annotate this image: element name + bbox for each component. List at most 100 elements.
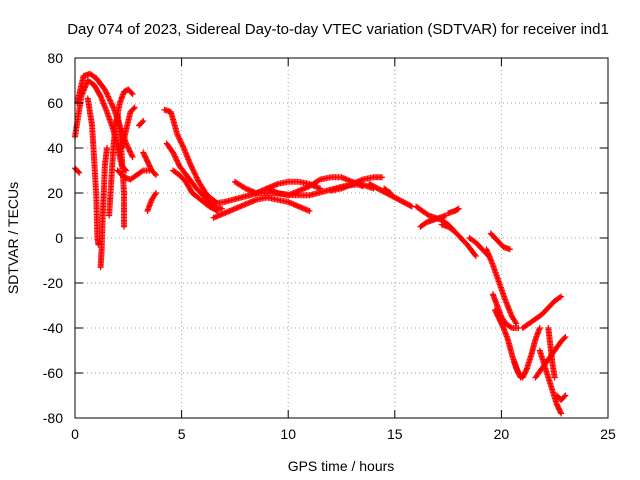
data-point [125,144,132,151]
data-point [562,334,569,340]
series-arc-14 [163,140,226,212]
x-tick-label: 25 [600,426,616,442]
data-point [359,183,366,190]
data-point [562,392,569,399]
data-point [379,174,386,181]
data-point [125,145,132,152]
data-point [130,105,137,112]
y-tick-label: -40 [43,320,63,336]
data-point [131,104,138,111]
data-point [387,190,394,196]
data-point [105,94,112,101]
series-arc-33 [519,293,565,331]
data-point [179,142,186,149]
data-point [558,410,565,417]
data-point [107,97,114,104]
series-arc-5 [97,145,110,271]
x-tick-label: 5 [178,426,186,442]
data-point [76,169,83,176]
data-point [170,149,177,156]
y-tick-label: 0 [55,230,63,246]
series-arc-32 [511,325,543,381]
y-tick-label: 20 [47,185,63,201]
data-point [103,89,110,96]
data-point [129,91,136,97]
series-arc-13 [161,106,219,205]
series-arc-20 [327,174,386,194]
data-point [170,150,177,157]
data-point [512,319,519,326]
data-point [472,253,479,259]
series-arc-35 [536,347,565,417]
data-point [177,138,184,145]
data-point [152,191,159,198]
y-tick-label: 80 [47,50,63,66]
data-point [536,325,543,331]
data-point [190,167,197,174]
series-arc-25 [445,205,462,217]
data-point [556,294,563,301]
data-point [193,174,200,181]
series-arc-11 [140,149,160,178]
data-point [109,103,116,110]
data-point [315,177,322,184]
y-tick-label: 60 [47,95,63,111]
data-point [471,251,478,258]
x-tick-label: 20 [494,426,510,442]
data-point [187,162,194,169]
series-arc-7 [112,86,136,129]
data-point [173,156,180,163]
y-tick-label: -20 [43,275,63,291]
series-arc-26 [438,221,479,259]
data-point [219,205,226,212]
series-arc-9 [114,167,153,183]
y-tick-label: 40 [47,140,63,156]
data-point [109,101,116,108]
data-point [129,154,136,160]
data-point [178,140,185,147]
series-arc-8 [118,104,138,151]
data-point [499,323,506,330]
data-point [140,118,147,124]
tick-labels: 0 5 10 15 20 25 -80 -60 -40 -20 0 20 40 60 80 [43,50,616,442]
data-point [175,160,182,167]
data-point [172,154,179,161]
data-point [128,151,135,158]
x-tick-label: 10 [280,426,296,442]
data-point [214,208,221,214]
data-point [507,324,514,331]
data-point [187,160,194,167]
data-point [317,185,324,192]
data-point [557,409,564,416]
series-arc-19 [263,174,366,199]
data-point [213,207,220,214]
data-points [72,70,569,417]
y-tick-label: -60 [43,365,63,381]
x-tick-label: 15 [387,426,403,442]
series-arc-24 [417,212,449,230]
data-point [175,134,182,141]
data-point [153,172,160,178]
data-point [101,86,108,93]
series-arc-10 [135,118,147,129]
data-point [174,158,181,165]
data-point [153,190,160,196]
data-point [192,171,199,178]
data-point [128,89,135,96]
x-axis-label: GPS time / hours [288,458,395,474]
data-point [180,143,187,150]
data-point [138,168,145,175]
data-point [407,202,414,209]
data-point [124,143,131,150]
data-point [174,131,181,138]
x-tick-label: 0 [71,426,79,442]
data-point [171,152,178,159]
data-point [189,166,196,173]
series-arc-16 [210,194,313,221]
data-point [103,90,110,97]
data-point [188,163,195,170]
data-point [108,100,115,107]
data-point [506,246,513,253]
data-point [102,87,109,94]
